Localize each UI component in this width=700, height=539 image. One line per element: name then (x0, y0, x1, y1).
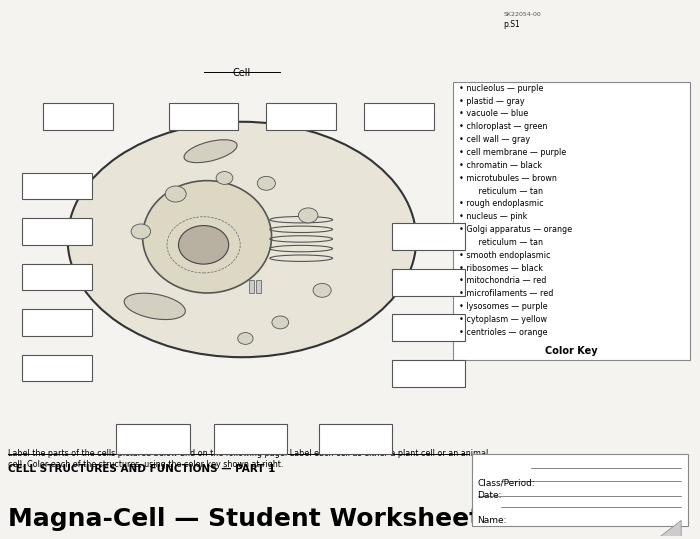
Text: Date:: Date: (477, 491, 502, 500)
FancyBboxPatch shape (453, 81, 690, 360)
FancyBboxPatch shape (116, 424, 190, 453)
Text: • lysosomes — purple: • lysosomes — purple (458, 302, 547, 311)
Text: • plastid — gray: • plastid — gray (458, 96, 524, 106)
Text: • nucleus — pink: • nucleus — pink (458, 212, 527, 221)
Polygon shape (660, 520, 681, 536)
FancyBboxPatch shape (22, 355, 92, 381)
Ellipse shape (216, 171, 233, 184)
FancyBboxPatch shape (22, 172, 92, 199)
FancyBboxPatch shape (392, 360, 465, 386)
Text: Cell: Cell (233, 68, 251, 78)
Text: • microfilaments — red: • microfilaments — red (458, 289, 553, 298)
Text: • cell wall — gray: • cell wall — gray (458, 135, 530, 144)
Text: Color Key: Color Key (545, 347, 598, 356)
FancyBboxPatch shape (43, 103, 113, 130)
Text: • Golgi apparatus — orange: • Golgi apparatus — orange (458, 225, 572, 234)
Ellipse shape (143, 181, 272, 293)
Text: • mitochondria — red: • mitochondria — red (458, 277, 546, 286)
Text: • rough endoplasmic: • rough endoplasmic (458, 199, 543, 209)
FancyBboxPatch shape (22, 264, 92, 291)
FancyBboxPatch shape (318, 424, 392, 453)
FancyBboxPatch shape (266, 103, 336, 130)
Bar (256, 280, 262, 293)
Text: Magna-Cell — Student Worksheet: Magna-Cell — Student Worksheet (8, 507, 482, 531)
Text: • vacuole — blue: • vacuole — blue (458, 109, 528, 119)
Ellipse shape (68, 122, 416, 357)
Ellipse shape (313, 284, 331, 298)
FancyBboxPatch shape (392, 314, 465, 341)
FancyBboxPatch shape (169, 103, 239, 130)
Text: Class/Period:: Class/Period: (477, 478, 536, 487)
FancyBboxPatch shape (392, 224, 465, 250)
Text: Name:: Name: (477, 516, 507, 525)
Ellipse shape (131, 224, 150, 239)
Ellipse shape (238, 333, 253, 344)
Text: • nucleolus — purple: • nucleolus — purple (458, 84, 543, 93)
Text: Label the parts of the cells pictured below and on the following page. Label eac: Label the parts of the cells pictured be… (8, 449, 489, 468)
FancyBboxPatch shape (214, 424, 287, 453)
Text: • centrioles — orange: • centrioles — orange (458, 328, 547, 337)
FancyBboxPatch shape (392, 269, 465, 296)
Text: • ribosomes — black: • ribosomes — black (458, 264, 542, 273)
Text: SK22054-00: SK22054-00 (503, 12, 541, 17)
Text: • smooth endoplasmic: • smooth endoplasmic (458, 251, 550, 260)
FancyBboxPatch shape (472, 453, 688, 526)
Bar (249, 280, 255, 293)
Text: • chloroplast — green: • chloroplast — green (458, 122, 547, 132)
Ellipse shape (178, 226, 229, 264)
Text: • cytoplasm — yellow: • cytoplasm — yellow (458, 315, 547, 324)
Text: CELL STRUCTURES AND FUNCTIONS — PART 1: CELL STRUCTURES AND FUNCTIONS — PART 1 (8, 464, 276, 474)
Text: • chromatin — black: • chromatin — black (458, 161, 542, 170)
Text: p.S1: p.S1 (503, 20, 520, 29)
Ellipse shape (165, 186, 186, 202)
Text: reticulum — tan: reticulum — tan (471, 238, 543, 247)
Ellipse shape (124, 293, 186, 320)
FancyBboxPatch shape (364, 103, 434, 130)
Text: • microtubules — brown: • microtubules — brown (458, 174, 556, 183)
Ellipse shape (184, 140, 237, 163)
Text: reticulum — tan: reticulum — tan (471, 186, 543, 196)
Ellipse shape (298, 208, 318, 223)
Text: • cell membrane — purple: • cell membrane — purple (458, 148, 566, 157)
Ellipse shape (258, 176, 275, 190)
Ellipse shape (272, 316, 288, 329)
FancyBboxPatch shape (22, 309, 92, 336)
FancyBboxPatch shape (22, 218, 92, 245)
